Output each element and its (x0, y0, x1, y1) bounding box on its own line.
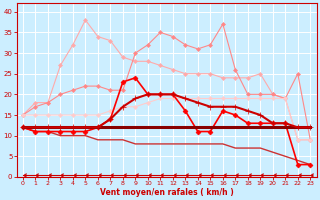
X-axis label: Vent moyen/en rafales ( km/h ): Vent moyen/en rafales ( km/h ) (100, 188, 234, 197)
